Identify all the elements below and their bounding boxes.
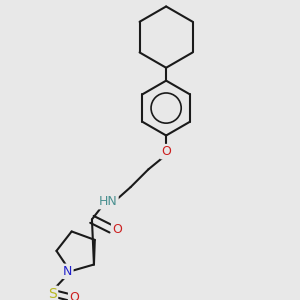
- Text: O: O: [161, 145, 171, 158]
- Text: O: O: [69, 291, 79, 300]
- Text: S: S: [48, 287, 57, 300]
- Text: HN: HN: [99, 195, 117, 208]
- Text: O: O: [112, 223, 122, 236]
- Text: N: N: [63, 265, 72, 278]
